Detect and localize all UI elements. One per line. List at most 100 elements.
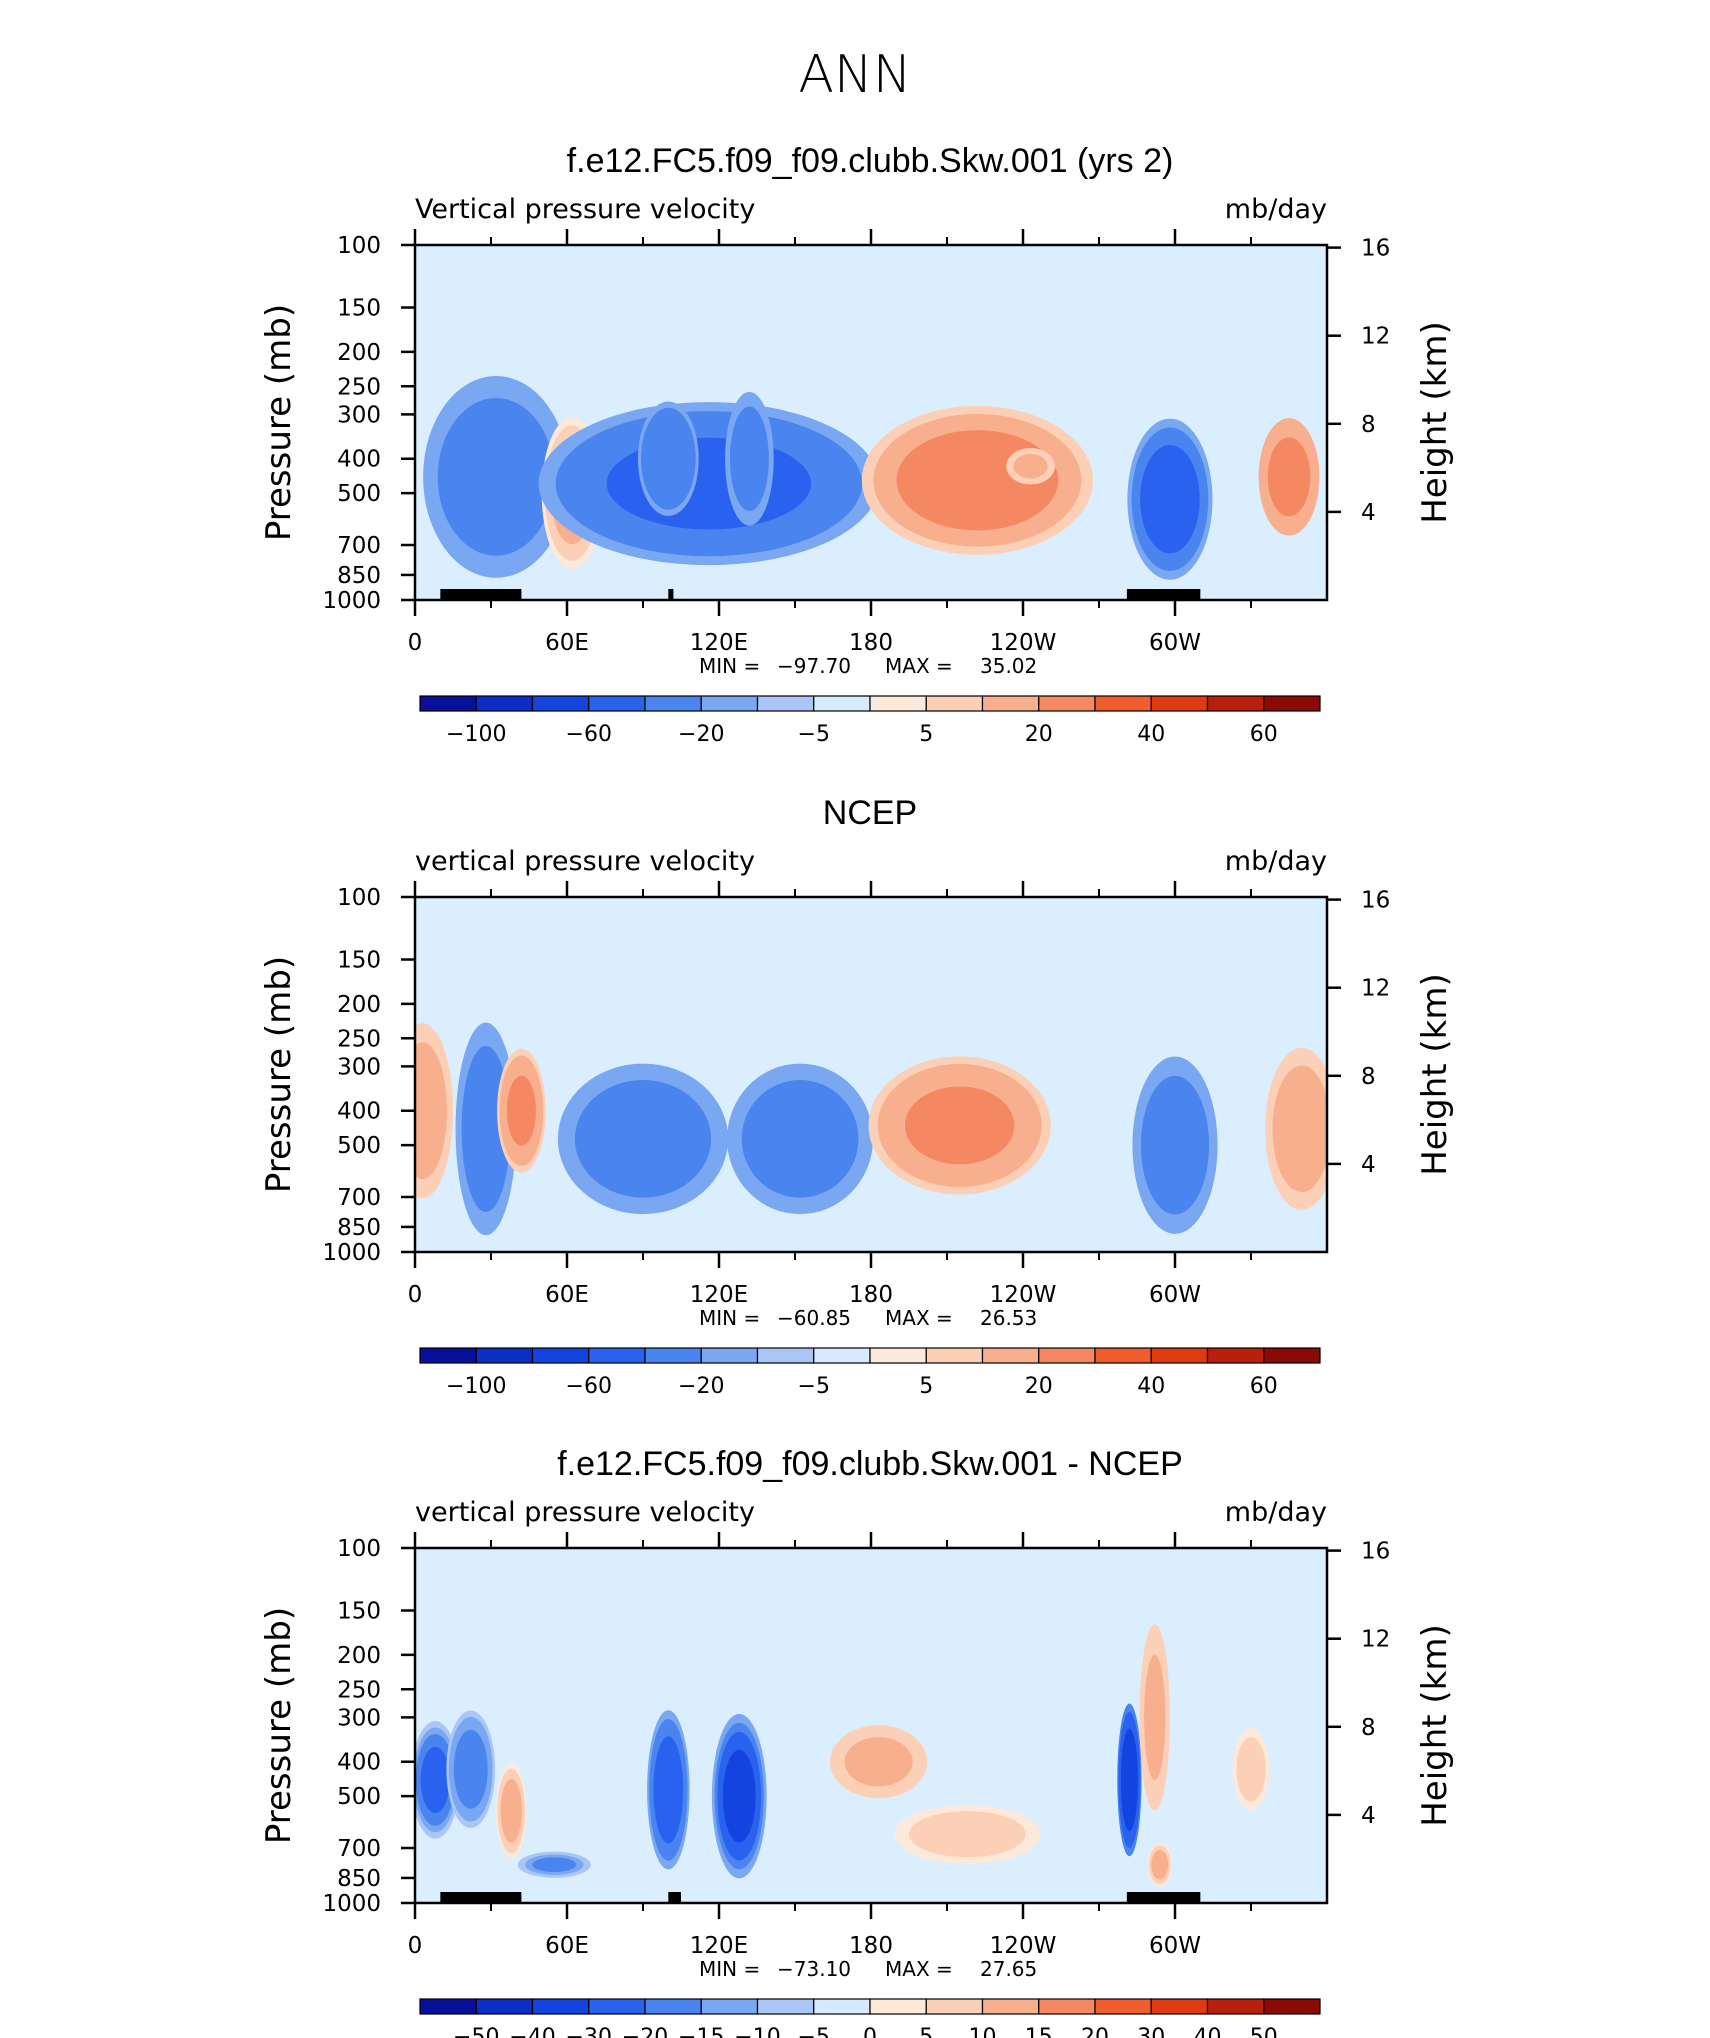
colorbar-box (588, 695, 646, 712)
min-value: −97.70 (777, 654, 851, 678)
height-tick-label: 16 (1361, 1539, 1390, 1565)
contour-feature-2-level-4 (506, 1075, 536, 1146)
colorbar-label: 60 (1250, 1374, 1278, 1399)
units-label: mb/day (1225, 846, 1327, 877)
y-tick-label: 150 (337, 948, 381, 974)
colorbar-label: 5 (919, 722, 933, 747)
y-tick-label: 700 (337, 533, 381, 559)
colorbar-box (700, 695, 759, 712)
panel-obs: NCEP vertical pressure velocity mb/day 0 60E… (259, 794, 1455, 1399)
colorbar-label: −60 (566, 1374, 612, 1399)
panels: f.e12.FC5.f09_f09.clubb.Skw.001 (yrs 2) V… (259, 142, 1455, 2038)
colorbar-label: 0 (863, 2025, 877, 2038)
contour-feature-3-level-4 (650, 426, 687, 491)
topography-mask (668, 589, 674, 600)
x-tick-label: 60W (1149, 1933, 1201, 1959)
colorbar-box (1038, 1998, 1096, 2015)
y-tick-label: 100 (337, 885, 381, 911)
colorbar-box (1206, 695, 1265, 712)
y-tick-label: 500 (337, 1784, 381, 1810)
colorbar-label: 10 (969, 2025, 997, 2038)
colorbar-label: −5 (798, 2025, 830, 2038)
colorbar-label: 20 (1025, 722, 1053, 747)
y-tick-label: 1000 (322, 588, 381, 614)
colorbar-label: 15 (1025, 2025, 1053, 2038)
contour-feature-7-level-4 (1279, 1083, 1324, 1175)
panel-title: f.e12.FC5.f09_f09.clubb.Skw.001 - NCEP (557, 1445, 1183, 1483)
colorbar-box (813, 695, 871, 712)
colorbar-label: −100 (446, 722, 506, 747)
y-tick-label: 850 (337, 563, 381, 589)
contour-field (415, 897, 1327, 1252)
y-tick-label: 300 (337, 1054, 381, 1080)
colorbar-box (1094, 695, 1152, 712)
colorbar-label: −15 (678, 2025, 724, 2038)
colorbar-box (1038, 695, 1096, 712)
colorbar-label: 60 (1250, 722, 1278, 747)
contour-feature-4-level-4 (734, 421, 764, 497)
contour-field (415, 245, 1327, 600)
colorbar-box (813, 1347, 871, 1364)
colorbar-box (1263, 695, 1321, 712)
colorbar-box (981, 1998, 1040, 2015)
colorbar-box (869, 1347, 927, 1364)
colorbar-label: −30 (566, 2025, 612, 2038)
colorbar-box (1206, 1998, 1265, 2015)
y2-axis-title: Height (km) (1415, 321, 1455, 524)
colorbar-box (588, 1998, 646, 2015)
height-tick-label: 12 (1361, 324, 1390, 350)
colorbar-box (644, 1998, 702, 2015)
contour-feature-9-level-4 (1145, 1664, 1164, 1770)
topography-mask (668, 1892, 681, 1903)
x-tick-label: 0 (408, 630, 423, 656)
colorbar-label: −60 (566, 722, 612, 747)
contour-feature-2-level-4 (606, 437, 812, 530)
colorbar-box (531, 1998, 590, 2015)
colorbar-box (756, 1347, 815, 1364)
x-tick-label: 120W (990, 1282, 1057, 1308)
colorbar-label: 5 (919, 2025, 933, 2038)
contour-feature-6-level-4 (1149, 1095, 1201, 1196)
min-value: −73.10 (777, 1957, 851, 1981)
y-tick-label: 250 (337, 374, 381, 400)
colorbar-label: −20 (678, 1374, 724, 1399)
contour-feature-8-level-4 (1122, 1736, 1137, 1823)
topography-mask (480, 1892, 507, 1903)
colorbar-box (475, 695, 534, 712)
contour-feature-3-level-4 (532, 1857, 577, 1873)
contour-feature-5-level-4 (722, 1749, 756, 1843)
max-label: MAX = (885, 1306, 953, 1330)
contour-feature-0-level-4 (420, 1746, 450, 1814)
x-tick-label: 120W (990, 1933, 1057, 1959)
colorbar-box (1038, 1347, 1096, 1364)
x-tick-label: 60E (545, 630, 589, 656)
colorbar-label: −10 (734, 2025, 780, 2038)
colorbar-box (1094, 1998, 1152, 2015)
x-tick-label: 0 (408, 1933, 423, 1959)
colorbar-label: 50 (1250, 2025, 1278, 2038)
topography-mask (440, 589, 522, 600)
colorbar-box (1150, 1347, 1209, 1364)
x-tick-label: 120E (690, 1933, 748, 1959)
y-tick-label: 1000 (322, 1240, 381, 1266)
colorbar-box (869, 1998, 927, 2015)
left-label: vertical pressure velocity (415, 846, 755, 877)
topography-mask (1126, 1892, 1201, 1903)
x-tick-label: 60W (1149, 630, 1201, 656)
colorbar-label: −20 (622, 2025, 668, 2038)
x-tick-label: 60W (1149, 1282, 1201, 1308)
x-tick-label: 180 (849, 630, 893, 656)
colorbar-label: 5 (919, 1374, 933, 1399)
y2-axis-title: Height (km) (1415, 1624, 1455, 1827)
y-axis-title: Pressure (mb) (259, 304, 299, 541)
min-label: MIN = (699, 1306, 760, 1330)
colorbar-box (756, 695, 815, 712)
contour-feature-7-level-4 (923, 1817, 1012, 1851)
colorbar-label: 40 (1137, 1374, 1165, 1399)
colorbar-label: 40 (1194, 2025, 1222, 2038)
y-tick-label: 300 (337, 1705, 381, 1731)
y-tick-label: 1000 (322, 1891, 381, 1917)
contour-feature-4-level-4 (756, 1096, 844, 1182)
y-tick-label: 200 (337, 992, 381, 1018)
y-tick-label: 500 (337, 481, 381, 507)
